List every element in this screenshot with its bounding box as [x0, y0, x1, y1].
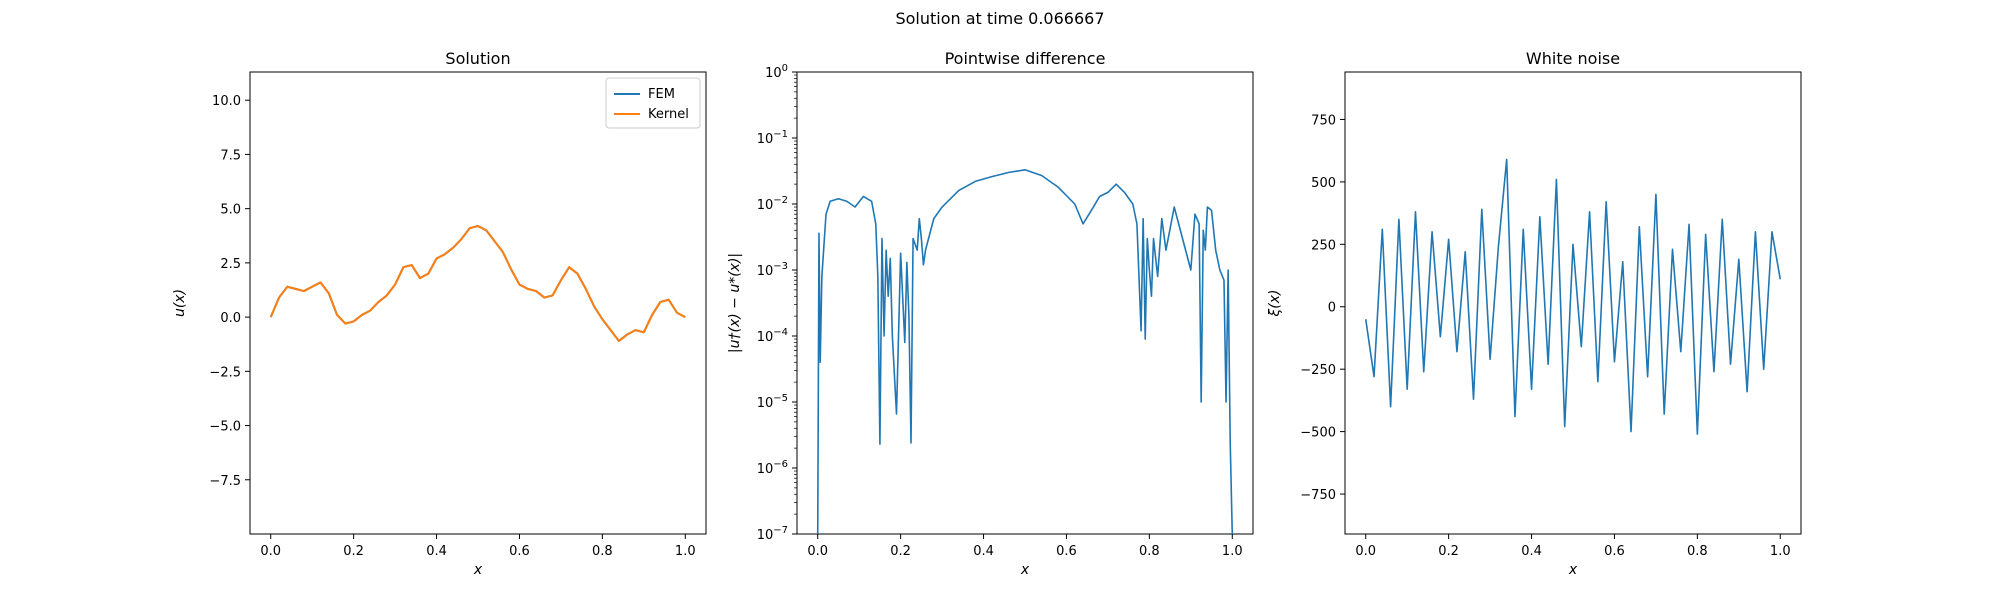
noise-ylabel: ξ(x): [1267, 289, 1283, 317]
noise-plot-area: [1344, 71, 1802, 535]
x-tick-label: 0.6: [509, 544, 530, 559]
x-tick-label: 1.0: [675, 544, 696, 559]
y-tick-label: 100: [765, 63, 788, 81]
solution-title: Solution: [445, 49, 510, 68]
solution-ylabel: u(x): [172, 289, 188, 317]
x-tick-label: 1.0: [1770, 544, 1791, 559]
kernel-series-line: [269, 225, 686, 342]
x-tick-label: 0.0: [1355, 544, 1376, 559]
x-tick-label: 0.0: [260, 544, 281, 559]
legend-frame: [605, 77, 701, 129]
y-tick-label: −250: [1300, 363, 1336, 378]
x-tick-label: 0.2: [343, 544, 364, 559]
y-tick-label: 10−2: [757, 195, 788, 213]
y-tick-label: 10−6: [757, 459, 788, 477]
y-tick-label: 500: [1311, 176, 1336, 191]
noise-line: [1364, 158, 1782, 435]
noise-panel: 0.0 0.2 0.4 0.6 0.8 1.0 −750 −500 −250 0 250 500 750…: [1267, 49, 1802, 578]
y-tick-label: 7.5: [220, 148, 241, 163]
y-tick-label: −5.0: [209, 420, 241, 435]
y-tick-label: 0: [1328, 301, 1336, 316]
difference-plot-area: [796, 71, 1254, 535]
noise-axes: 0.0 0.2 0.4 0.6 0.8 1.0 −750 −500 −250 0 250 500 750: [1300, 113, 1790, 559]
y-tick-label: 2.5: [220, 257, 241, 272]
y-tick-label: 10−4: [757, 327, 788, 345]
y-tick-label: −750: [1300, 488, 1336, 503]
y-tick-label: 10−7: [757, 525, 788, 543]
solution-lines: [269, 225, 686, 342]
x-tick-label: 0.4: [973, 544, 994, 559]
x-tick-label: 0.2: [890, 544, 911, 559]
legend-kernel-label: Kernel: [648, 107, 689, 122]
solution-legend: FEM Kernel: [605, 77, 701, 129]
difference-xlabel: x: [1020, 562, 1030, 578]
y-tick-label: −7.5: [209, 474, 241, 489]
y-tick-label: 10−1: [757, 129, 788, 147]
difference-series-line: [816, 168, 1234, 535]
difference-axes: 0.0 0.2 0.4 0.6 0.8 1.0 10−7 10−6 10−5 10−4 10−3 10…: [757, 63, 1243, 559]
x-tick-label: 0.6: [1056, 544, 1077, 559]
figure-suptitle: Solution at time 0.066667: [895, 9, 1104, 28]
noise-xlabel: x: [1568, 562, 1578, 578]
noise-title: White noise: [1526, 49, 1620, 68]
x-tick-label: 0.8: [1687, 544, 1708, 559]
y-tick-label: 10−5: [757, 393, 788, 411]
x-tick-label: 0.0: [807, 544, 828, 559]
x-tick-label: 0.4: [1521, 544, 1542, 559]
solution-axes: 0.0 0.2 0.4 0.6 0.8 1.0 −7.5 −5.0 −2.5 0.0 2.5 5.0 7…: [209, 94, 695, 559]
y-tick-label: 5.0: [220, 203, 241, 218]
difference-ylabel: |u†(x) − u*(x)|: [727, 253, 743, 353]
noise-series-line: [1364, 158, 1782, 435]
x-tick-label: 0.2: [1438, 544, 1459, 559]
y-tick-label: 10.0: [212, 94, 241, 109]
difference-line: [816, 168, 1234, 535]
solution-panel: 0.0 0.2 0.4 0.6 0.8 1.0 −7.5 −5.0 −2.5 0.0 2.5 5.0 7…: [172, 49, 707, 578]
difference-panel: 0.0 0.2 0.4 0.6 0.8 1.0 10−7 10−6 10−5 10−4 10−3 10…: [727, 49, 1254, 578]
x-tick-label: 0.4: [426, 544, 447, 559]
y-tick-label: 250: [1311, 238, 1336, 253]
difference-title: Pointwise difference: [945, 49, 1106, 68]
y-tick-label: 0.0: [220, 311, 241, 326]
y-tick-label: 10−3: [757, 261, 788, 279]
x-tick-label: 0.6: [1604, 544, 1625, 559]
legend-fem-label: FEM: [648, 87, 675, 102]
x-tick-label: 0.8: [1139, 544, 1160, 559]
solution-plot-area: [249, 71, 707, 535]
solution-xlabel: x: [473, 562, 483, 578]
y-tick-label: −2.5: [209, 365, 241, 380]
x-tick-label: 1.0: [1222, 544, 1243, 559]
x-tick-label: 0.8: [592, 544, 613, 559]
y-tick-label: −500: [1300, 426, 1336, 441]
y-tick-label: 750: [1311, 113, 1336, 128]
